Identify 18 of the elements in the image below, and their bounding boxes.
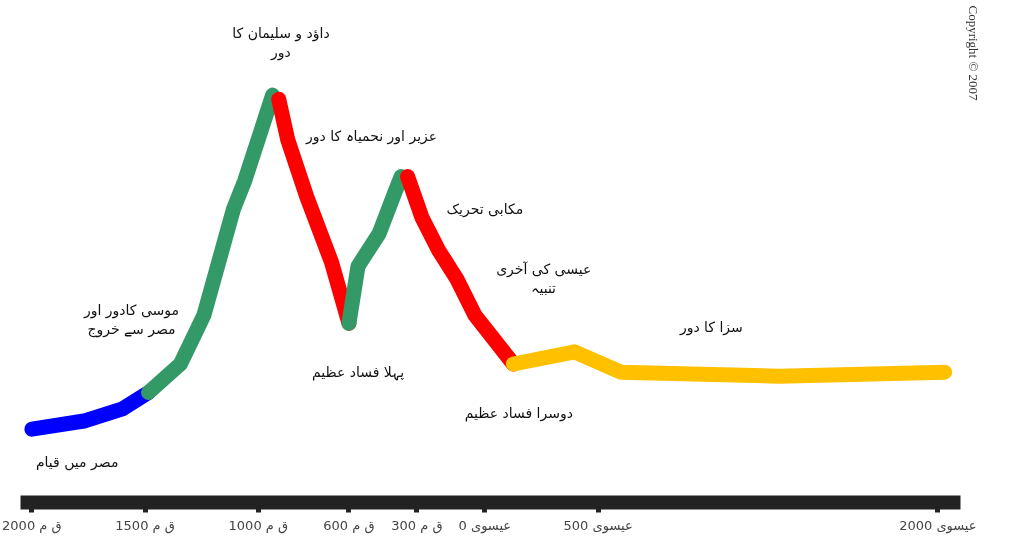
annotation: موسی کادور اور مصر سے خروج (82, 301, 180, 338)
annotation: مصر میں قیام (35, 453, 119, 471)
x-tick-label: 0 عیسوی (458, 517, 512, 534)
annotation: عیسی کی آخری تنبیہ (496, 260, 592, 297)
x-tick-label: 600 ق م (323, 517, 375, 534)
x-tick-label: 2000 ق م (2, 517, 62, 534)
x-tick-label: 1500 ق م (115, 517, 175, 534)
x-tick-label: 1000 ق م (228, 517, 289, 534)
x-tick-label: 2000 عیسوی (899, 517, 977, 534)
text: Copyright © 2007 (965, 5, 981, 102)
annotation: پہلا فساد عظیم (311, 364, 405, 382)
annotation: مکابی تحریک (446, 201, 524, 219)
text: داؤد و سلیمان کا دور (232, 24, 330, 61)
annotation: دوسرا فساد عظیم (464, 404, 573, 422)
annotation: عزیر اور نحمیاہ کا دور (305, 127, 438, 145)
x-tick-label: 300 ق م (391, 517, 443, 534)
x-tick-label: 500 عیسوی (563, 517, 633, 534)
annotation: سزا کا دور (678, 319, 743, 337)
